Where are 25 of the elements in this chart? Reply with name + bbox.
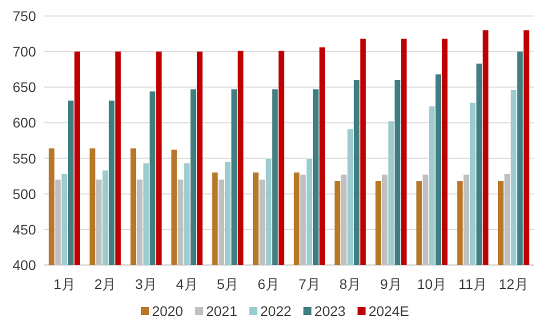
legend-label: 2024E	[368, 303, 410, 319]
x-tick-label: 7月	[298, 276, 320, 292]
x-tick-label: 1月	[54, 276, 76, 292]
y-tick-label: 750	[12, 8, 36, 24]
y-tick-label: 650	[12, 79, 36, 96]
legend-label: 2021	[206, 303, 238, 319]
y-tick-label: 450	[12, 221, 36, 238]
x-tick-label: 8月	[339, 276, 362, 292]
x-tick-label: 6月	[258, 276, 280, 292]
legend-label: 2023	[314, 303, 346, 319]
legend-label: 2020	[152, 303, 184, 319]
y-tick-label: 700	[12, 44, 36, 60]
x-tick-label: 3月	[135, 276, 157, 292]
legend-label: 2022	[260, 303, 292, 319]
x-tick-label: 2月	[94, 276, 116, 292]
x-tick-label: 4月	[176, 276, 198, 292]
y-tick-label: 550	[12, 150, 36, 166]
x-tick-label: 9月	[380, 276, 402, 292]
y-tick-label: 600	[12, 114, 36, 131]
x-tick-label: 10月	[417, 276, 447, 292]
y-tick-label: 400	[12, 257, 36, 273]
x-tick-label: 12月	[498, 276, 528, 292]
y-tick-label: 500	[12, 186, 36, 202]
x-tick-label: 11月	[458, 276, 488, 292]
x-tick-label: 5月	[216, 276, 239, 292]
